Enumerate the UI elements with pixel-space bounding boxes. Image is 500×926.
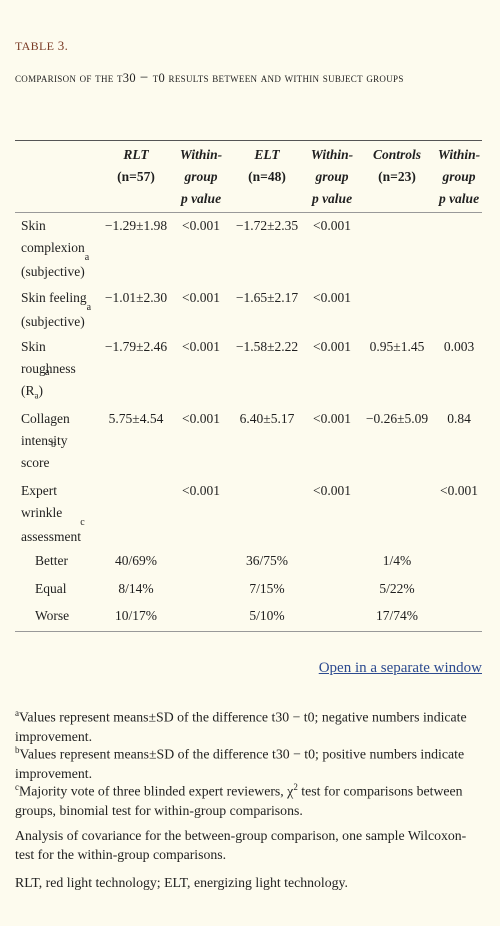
cell-complexion-rlt: −1.29±1.98 bbox=[104, 218, 168, 233]
row-label-better: Better bbox=[35, 553, 68, 568]
cell-roughness-p3: 0.003 bbox=[443, 339, 475, 354]
header-controls: Controls (n=23) bbox=[372, 147, 422, 184]
footnote-a: aValues represent means±SD of the differ… bbox=[15, 708, 467, 744]
cell-worse-controls: 17/74% bbox=[376, 608, 418, 623]
cell-roughness-p1: <0.001 bbox=[182, 339, 220, 354]
row-label-equal: Equal bbox=[35, 581, 67, 596]
row-label-skin-roughness: Skin roughness (Ra) a bbox=[21, 339, 76, 401]
row-label-worse: Worse bbox=[35, 608, 70, 623]
cell-equal-elt: 7/15% bbox=[249, 581, 285, 596]
header-bottom-rule bbox=[15, 212, 482, 213]
cell-equal-rlt: 8/14% bbox=[118, 581, 154, 596]
table-top-rule bbox=[15, 140, 482, 141]
row-label-skin-feeling: Skin feelinga (subjective) bbox=[21, 290, 92, 329]
cell-worse-elt: 5/10% bbox=[249, 608, 285, 623]
footnote-c: cMajority vote of three blinded expert r… bbox=[15, 782, 463, 818]
cell-feeling-rlt: −1.01±2.30 bbox=[104, 290, 168, 305]
cell-better-rlt: 40/69% bbox=[115, 553, 157, 568]
cell-collagen-p3: 0.84 bbox=[447, 411, 471, 426]
table-caption: comparison of the t30 − t0 results betwe… bbox=[15, 70, 404, 86]
cell-better-controls: 1/4% bbox=[382, 553, 412, 568]
cell-roughness-p2: <0.001 bbox=[313, 339, 351, 354]
cell-wrinkle-p3: <0.001 bbox=[440, 483, 478, 498]
table-bottom-rule bbox=[15, 631, 482, 632]
cell-wrinkle-p2: <0.001 bbox=[313, 483, 351, 498]
header-within-group-2: Within- group p value bbox=[310, 147, 354, 206]
cell-collagen-p1: <0.001 bbox=[182, 411, 220, 426]
cell-complexion-p1: <0.001 bbox=[182, 218, 220, 233]
cell-worse-rlt: 10/17% bbox=[115, 608, 157, 623]
cell-wrinkle-p1: <0.001 bbox=[182, 483, 220, 498]
header-within-group-1: Within- group p value bbox=[179, 147, 223, 206]
cell-collagen-elt: 6.40±5.17 bbox=[239, 411, 295, 426]
cell-complexion-p2: <0.001 bbox=[313, 218, 351, 233]
table-label: TABLE 3. bbox=[15, 38, 69, 53]
cell-roughness-controls: 0.95±1.45 bbox=[369, 339, 425, 354]
cell-collagen-rlt: 5.75±4.54 bbox=[108, 411, 164, 426]
open-in-separate-window-link[interactable]: Open in a separate window bbox=[318, 660, 482, 676]
abbreviations-note: RLT, red light technology; ELT, energizi… bbox=[15, 875, 348, 890]
header-rlt: RLT (n=57) bbox=[117, 147, 155, 184]
row-label-collagen: Collagen intensity score b bbox=[21, 411, 70, 470]
cell-roughness-elt: −1.58±2.22 bbox=[235, 339, 299, 354]
cell-better-elt: 36/75% bbox=[246, 553, 288, 568]
header-elt: ELT (n=48) bbox=[248, 147, 286, 184]
cell-equal-controls: 5/22% bbox=[379, 581, 415, 596]
header-within-group-3: Within- group p value bbox=[437, 147, 481, 206]
cell-feeling-elt: −1.65±2.17 bbox=[235, 290, 299, 305]
row-label-skin-complexion: Skin complexiona (subjective) bbox=[21, 218, 90, 279]
cell-feeling-p2: <0.001 bbox=[313, 290, 351, 305]
analysis-note: Analysis of covariance for the between-g… bbox=[15, 828, 467, 862]
cell-collagen-p2: <0.001 bbox=[313, 411, 351, 426]
row-label-wrinkle-assessment: Expert wrinklec assessment bbox=[21, 483, 85, 544]
cell-collagen-controls: −0.26±5.09 bbox=[365, 411, 429, 426]
cell-feeling-p1: <0.001 bbox=[182, 290, 220, 305]
footnote-b: bValues represent means±SD of the differ… bbox=[15, 745, 465, 781]
cell-complexion-elt: −1.72±2.35 bbox=[235, 218, 299, 233]
cell-roughness-rlt: −1.79±2.46 bbox=[104, 339, 168, 354]
